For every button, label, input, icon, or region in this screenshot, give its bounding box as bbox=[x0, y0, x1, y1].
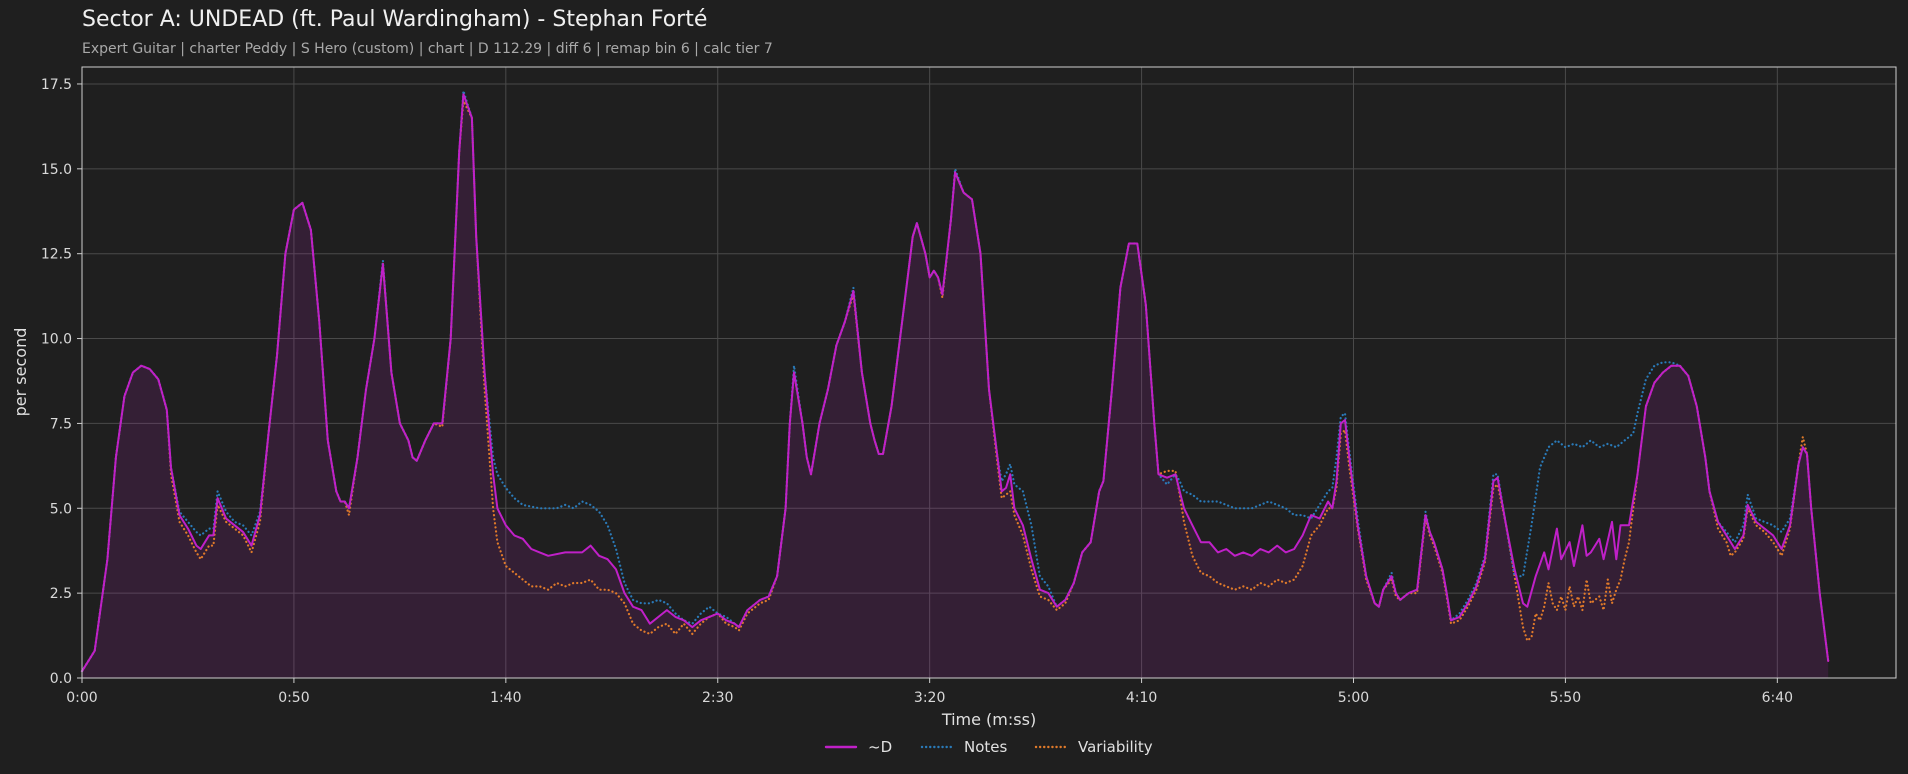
chart-title: Sector A: UNDEAD (ft. Paul Wardingham) -… bbox=[82, 7, 708, 32]
legend-label: Notes bbox=[964, 738, 1008, 756]
x-tick-label: 6:40 bbox=[1762, 690, 1793, 706]
plot-frame bbox=[81, 66, 1897, 679]
x-tick-label: 4:10 bbox=[1126, 690, 1157, 706]
y-tick-label: 12.5 bbox=[41, 247, 72, 263]
y-tick-label: 7.5 bbox=[50, 416, 72, 432]
x-tick-label: 0:50 bbox=[278, 690, 309, 706]
legend-label: Variability bbox=[1078, 738, 1153, 756]
y-axis-label: per second bbox=[11, 328, 30, 417]
x-tick-label: 0:00 bbox=[66, 690, 97, 706]
chart-subtitle: Expert Guitar | charter Peddy | S Hero (… bbox=[82, 41, 773, 57]
x-axis-label: Time (m:ss) bbox=[941, 710, 1036, 729]
y-tick-label: 15.0 bbox=[41, 162, 72, 178]
y-tick-label: 10.0 bbox=[41, 332, 72, 348]
y-tick-label: 17.5 bbox=[41, 77, 72, 93]
d-area-fill bbox=[82, 94, 1829, 678]
series-line-d bbox=[81, 93, 1830, 673]
y-tick-label: 5.0 bbox=[50, 501, 72, 517]
legend-label: ~D bbox=[868, 738, 892, 756]
x-tick-label: 2:30 bbox=[702, 690, 733, 706]
axis-ticks: 0:00 0:50 1:40 2:30 3:20 4:10 5:00 5:50 6:40 0.0 2… bbox=[41, 77, 1793, 706]
y-tick-label: 2.5 bbox=[50, 586, 72, 602]
x-tick-label: 1:40 bbox=[490, 690, 521, 706]
x-tick-label: 5:00 bbox=[1338, 690, 1369, 706]
legend: ~D Notes Variability bbox=[824, 738, 1153, 756]
y-tick-label: 0.0 bbox=[50, 671, 72, 687]
series-lines bbox=[80, 89, 1830, 673]
x-tick-label: 3:20 bbox=[914, 690, 945, 706]
x-tick-label: 5:50 bbox=[1550, 690, 1581, 706]
